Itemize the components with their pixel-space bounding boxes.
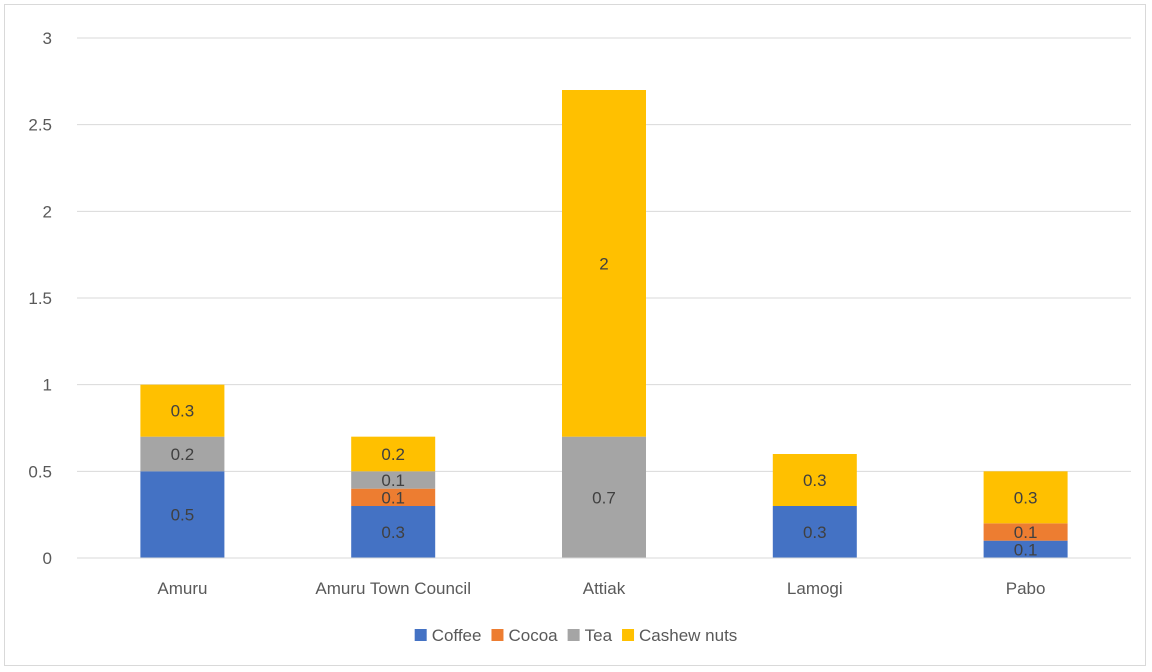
y-tick-label: 0 (43, 549, 52, 568)
bar-segment-cocoa (351, 488, 436, 506)
legend-item: Coffee (414, 626, 482, 645)
bar-segment-coffee (351, 506, 436, 558)
legend-swatch (414, 629, 427, 641)
x-tick-label: Pabo (1006, 579, 1046, 598)
legend-label: Tea (585, 626, 613, 645)
data-label: 0.1 (1014, 540, 1038, 559)
y-tick-label: 1.5 (28, 289, 52, 308)
legend-swatch (567, 629, 580, 641)
legend-item: Cashew nuts (622, 626, 737, 645)
data-label: 0.3 (1014, 488, 1038, 507)
legend-item: Tea (567, 626, 613, 645)
y-axis: 0 0.5 1 1.5 2 2.5 3 (28, 29, 52, 568)
bar-segment-cashew-nuts (772, 454, 857, 506)
bars: 0.50.20.30.30.10.10.20.720.30.30.10.10.3 (140, 90, 1068, 559)
bar-segment-tea (562, 436, 646, 558)
data-label: 0.5 (171, 506, 195, 525)
data-label: 0.3 (171, 402, 195, 421)
legend-swatch (622, 629, 635, 641)
bar-segment-coffee (772, 506, 857, 558)
data-label: 0.1 (381, 488, 405, 507)
bar-segment-cashew-nuts (351, 436, 436, 472)
y-tick-label: 3 (43, 29, 52, 48)
legend-label: Cashew nuts (639, 626, 737, 645)
bar-segment-tea (140, 436, 225, 472)
bar-segment-coffee (983, 540, 1068, 558)
data-label: 0.7 (592, 488, 616, 507)
data-label: 0.1 (381, 471, 405, 490)
data-label: 0.3 (803, 471, 827, 490)
bar-segment-coffee (140, 471, 225, 558)
data-label: 0.2 (171, 445, 195, 464)
bar-segment-cashew-nuts (140, 384, 225, 437)
x-axis: Amuru Amuru Town Council Attiak Lamogi Pabo (77, 557, 1131, 598)
legend-label: Cocoa (508, 626, 558, 645)
x-tick-label: Amuru Town Council (315, 579, 471, 598)
bar-segment-tea (351, 471, 436, 489)
x-tick-label: Attiak (583, 579, 626, 598)
legend: Coffee Cocoa Tea Cashew nuts (414, 626, 737, 645)
legend-swatch (491, 629, 504, 641)
data-label: 0.3 (381, 523, 405, 542)
y-tick-label: 0.5 (28, 462, 52, 481)
x-tick-label: Lamogi (787, 579, 843, 598)
data-label: 0.3 (803, 523, 827, 542)
bar-segment-cashew-nuts (562, 90, 646, 437)
y-tick-label: 2.5 (28, 116, 52, 135)
x-tick-label: Amuru (157, 579, 207, 598)
data-label: 0.2 (381, 445, 405, 464)
data-label: 0.1 (1014, 523, 1038, 542)
y-tick-label: 1 (43, 376, 52, 395)
legend-item: Cocoa (491, 626, 558, 645)
y-tick-label: 2 (43, 202, 52, 221)
bar-segment-cashew-nuts (983, 471, 1068, 524)
legend-label: Coffee (432, 626, 482, 645)
data-label: 2 (599, 254, 608, 273)
bar-segment-cocoa (983, 523, 1068, 541)
